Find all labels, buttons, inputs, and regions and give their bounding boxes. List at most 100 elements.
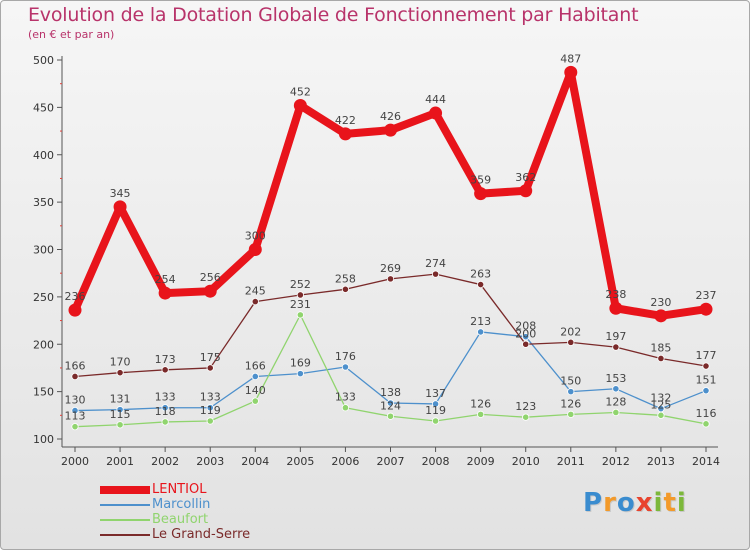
x-tick-label-2009: 2009: [467, 455, 495, 468]
data-label-marcollin: 169: [290, 357, 311, 370]
data-label-beaufort: 125: [650, 398, 671, 411]
data-point-beaufort: [296, 311, 304, 319]
data-point-marcollin: [296, 370, 304, 378]
data-point-marcollin: [567, 388, 575, 396]
data-label-le-grand-serre: 170: [110, 356, 131, 369]
legend-swatch: [100, 504, 150, 506]
data-label-le-grand-serre: 197: [605, 330, 626, 343]
data-label-marcollin: 133: [155, 391, 176, 404]
data-label-lentiol: 452: [290, 85, 311, 98]
data-label-le-grand-serre: 258: [335, 272, 356, 285]
data-point-le-grand-serre: [431, 270, 440, 278]
data-label-beaufort: 119: [200, 404, 221, 417]
data-label-marcollin: 133: [200, 391, 221, 404]
chart-subtitle: (en € et par an): [28, 28, 115, 41]
x-tick-label-2007: 2007: [377, 455, 405, 468]
x-tick-label-2014: 2014: [692, 455, 720, 468]
legend-swatch: [100, 534, 150, 536]
data-point-lentiol: [293, 98, 307, 112]
data-label-le-grand-serre: 185: [650, 341, 671, 354]
data-label-lentiol: 422: [335, 114, 356, 127]
data-label-beaufort: 133: [335, 391, 356, 404]
data-label-lentiol: 300: [245, 230, 266, 243]
data-label-beaufort: 126: [560, 397, 581, 410]
data-point-beaufort: [116, 421, 124, 429]
logo-letter: P: [583, 488, 604, 518]
x-tick-label-2005: 2005: [286, 455, 314, 468]
legend-label: Beaufort: [152, 512, 209, 527]
data-label-lentiol: 230: [650, 296, 671, 309]
data-label-beaufort: 123: [515, 400, 536, 413]
data-point-marcollin: [612, 385, 620, 393]
data-point-le-grand-serre: [206, 364, 214, 372]
data-point-lentiol: [519, 184, 533, 198]
legend-label: LENTIOL: [152, 482, 207, 497]
data-point-lentiol: [158, 286, 172, 300]
data-label-le-grand-serre: 173: [155, 353, 176, 366]
data-point-le-grand-serre: [567, 338, 575, 346]
data-point-lentiol: [384, 123, 397, 137]
x-tick-label-2002: 2002: [151, 455, 179, 468]
data-point-beaufort: [702, 420, 710, 428]
logo-letter: i: [676, 488, 687, 518]
data-point-lentiol: [429, 106, 443, 120]
data-point-lentiol: [564, 65, 578, 79]
x-tick-label-2003: 2003: [196, 455, 224, 468]
proxiti-logo: Proxiti: [583, 488, 687, 518]
data-label-le-grand-serre: 175: [200, 351, 221, 364]
data-label-marcollin: 166: [245, 359, 266, 372]
data-point-marcollin: [71, 406, 79, 415]
x-tick-label-2004: 2004: [241, 455, 269, 468]
data-label-lentiol: 238: [605, 288, 626, 301]
data-point-lentiol: [474, 187, 488, 201]
data-label-le-grand-serre: 166: [65, 359, 86, 372]
logo-letter: x: [635, 488, 654, 518]
legend-swatch: [100, 486, 150, 494]
data-point-beaufort: [206, 417, 214, 425]
chart-title: Evolution de la Dotation Globale de Fonc…: [28, 4, 639, 26]
data-point-beaufort: [477, 410, 485, 418]
data-label-marcollin: 130: [65, 394, 86, 407]
y-tick-label-500: 500: [33, 54, 54, 67]
data-label-le-grand-serre: 200: [515, 327, 536, 340]
data-point-marcollin: [386, 399, 395, 407]
data-label-marcollin: 151: [696, 374, 717, 387]
data-point-le-grand-serre: [702, 362, 710, 370]
y-tick-label-400: 400: [33, 149, 54, 162]
data-label-marcollin: 132: [650, 392, 671, 405]
data-point-beaufort: [612, 408, 620, 417]
data-label-marcollin: 131: [110, 393, 131, 406]
data-point-lentiol: [203, 284, 217, 298]
data-label-lentiol: 236: [65, 290, 86, 303]
data-label-beaufort: 116: [696, 407, 717, 420]
x-tick-label-2006: 2006: [331, 455, 359, 468]
y-tick-label-200: 200: [33, 338, 54, 351]
data-label-le-grand-serre: 263: [470, 268, 491, 281]
legend-swatch: [100, 519, 150, 521]
x-tick-label-2011: 2011: [557, 455, 585, 468]
data-label-marcollin: 137: [425, 387, 446, 400]
legend-label: Le Grand-Serre: [152, 527, 251, 542]
x-tick-label-2010: 2010: [512, 455, 540, 468]
y-tick-label-300: 300: [33, 244, 54, 257]
data-point-lentiol: [113, 200, 127, 214]
data-point-marcollin: [522, 333, 530, 341]
x-tick-label-2008: 2008: [422, 455, 450, 468]
logo-letter: t: [663, 488, 677, 518]
data-point-le-grand-serre: [161, 366, 169, 374]
x-tick-label-2001: 2001: [106, 455, 134, 468]
data-label-lentiol: 487: [560, 52, 581, 65]
data-point-marcollin: [206, 404, 214, 412]
data-point-lentiol: [699, 302, 713, 316]
data-label-beaufort: 126: [470, 397, 491, 410]
data-point-beaufort: [251, 397, 259, 405]
logo-letter: o: [616, 488, 636, 518]
y-tick-label-250: 250: [33, 291, 54, 304]
data-label-beaufort: 124: [380, 399, 401, 412]
data-label-lentiol: 256: [200, 271, 221, 284]
logo-letter: r: [603, 488, 617, 518]
x-tick-label-2000: 2000: [61, 455, 89, 468]
data-point-beaufort: [567, 410, 575, 418]
